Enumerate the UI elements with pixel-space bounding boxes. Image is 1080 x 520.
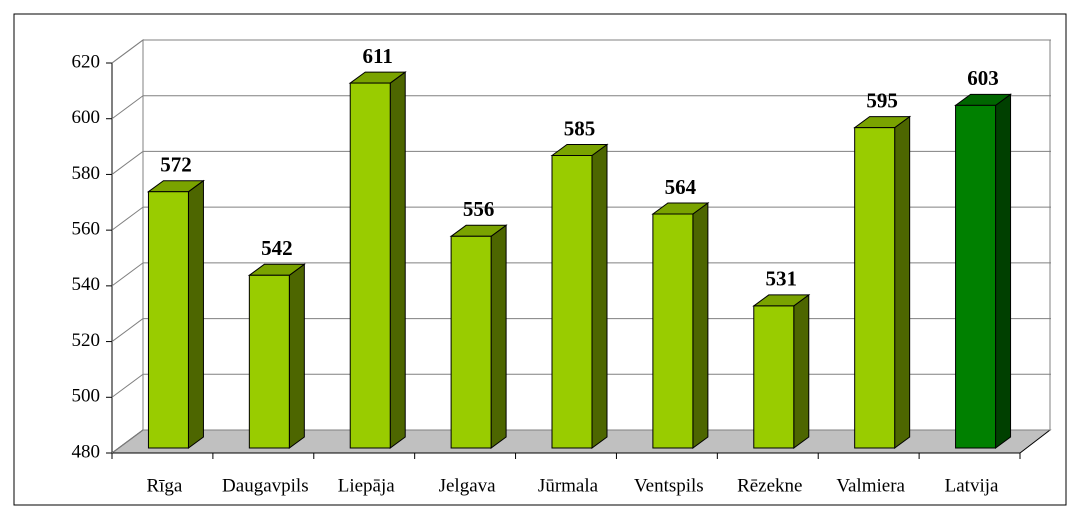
bar-side: [389, 71, 406, 449]
value-label: 585: [564, 116, 596, 140]
bar: [652, 213, 694, 449]
bar-side: [288, 263, 305, 449]
bar: [551, 155, 593, 449]
bar: [147, 191, 189, 449]
x-tick-label: Liepāja: [338, 475, 396, 496]
y-tick-label: 620: [72, 51, 101, 72]
y-tick-label: 520: [72, 330, 101, 351]
value-label: 531: [766, 267, 798, 291]
y-tick-label: 480: [72, 441, 101, 462]
bar-side: [187, 179, 204, 449]
y-tick-label: 560: [72, 219, 101, 240]
grid-line: [111, 318, 144, 342]
x-tick-label: Valmiera: [836, 475, 905, 496]
grid-line: [111, 262, 144, 287]
value-label: 564: [665, 175, 697, 199]
side-wall: [111, 39, 144, 454]
bar: [753, 305, 795, 449]
value-label: 611: [363, 44, 393, 68]
bar: [955, 104, 997, 449]
bar: [349, 82, 391, 449]
bar-side: [490, 224, 507, 449]
x-tick-label: Rīga: [146, 475, 182, 496]
value-label: 595: [866, 88, 898, 112]
bar: [854, 127, 896, 449]
grid-line: [111, 206, 144, 231]
value-label: 603: [967, 66, 999, 90]
grid-line: [111, 95, 144, 120]
grid-line: [111, 39, 144, 64]
y-tick-label: 580: [72, 163, 101, 184]
x-tick-label: Jelgava: [439, 475, 497, 496]
bar: [450, 235, 492, 449]
y-tick-label: 600: [72, 107, 101, 128]
value-label: 542: [261, 236, 293, 260]
bar-side: [894, 115, 911, 449]
bar-side: [793, 293, 810, 449]
grid-line: [111, 373, 144, 398]
bar-side: [591, 143, 608, 449]
grid-line: [111, 429, 144, 454]
x-tick-label: Jūrmala: [538, 475, 599, 496]
x-tick-label: Rēzekne: [737, 475, 802, 496]
x-tick-label: Daugavpils: [222, 475, 309, 496]
x-tick-label: Latvija: [945, 475, 999, 496]
grid-line: [111, 151, 144, 175]
bar-side: [692, 202, 709, 449]
y-tick-label: 540: [72, 274, 101, 295]
value-label: 572: [160, 153, 192, 177]
bar-side: [995, 93, 1012, 449]
y-tick-label: 500: [72, 386, 101, 407]
value-label: 556: [463, 197, 495, 221]
x-tick-label: Ventspils: [634, 475, 704, 496]
bar: [248, 274, 290, 449]
